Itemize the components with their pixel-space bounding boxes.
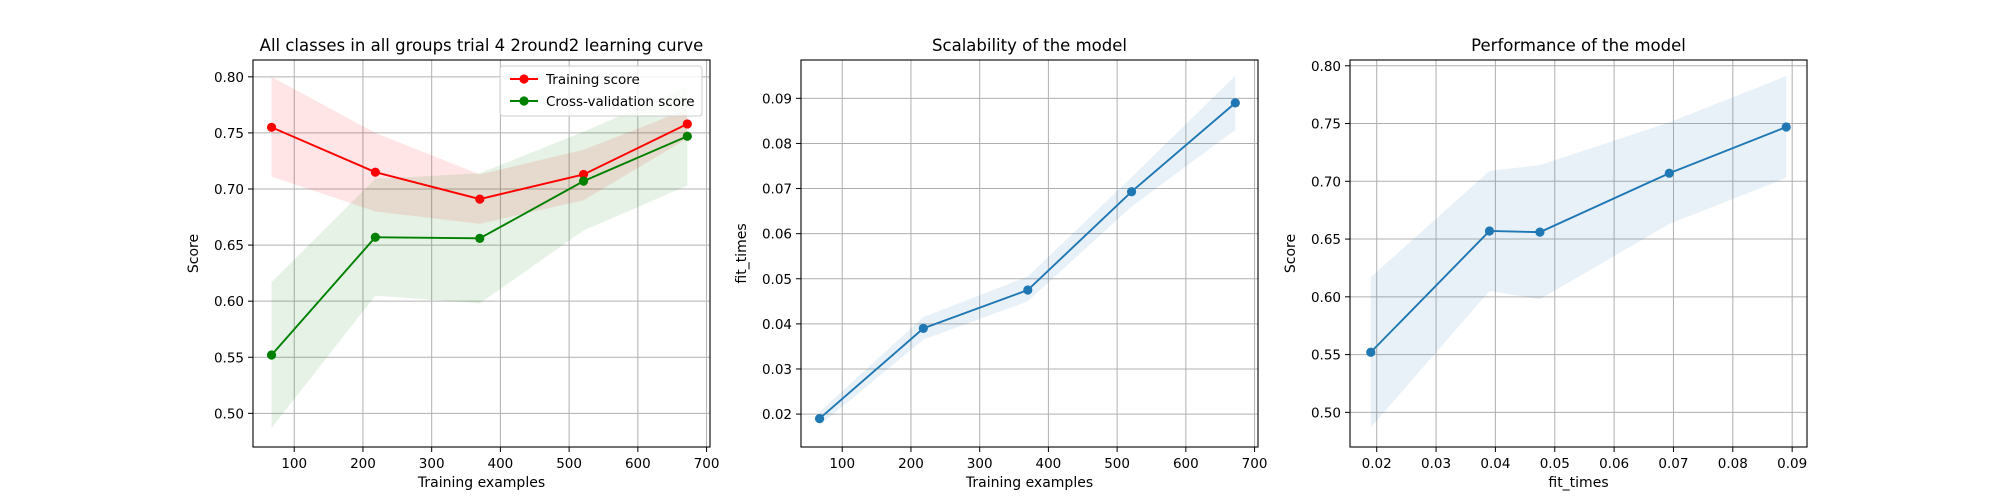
y-tick-label: 0.07 <box>762 182 792 198</box>
x-tick-label: 300 <box>419 456 445 472</box>
x-tick-label: 0.09 <box>1777 456 1807 472</box>
x-tick-label: 0.05 <box>1540 456 1570 472</box>
chart-1: All classes in all groups trial 4 2round… <box>186 36 719 491</box>
x-tick-label: 200 <box>898 456 924 472</box>
y-tick-label: 0.65 <box>1311 232 1341 248</box>
cross-validation-score-point <box>578 176 589 186</box>
x-axis-label: Training examples <box>965 475 1093 491</box>
cross-validation-score-point <box>266 350 277 360</box>
x-axis-label: fit_times <box>1548 475 1608 491</box>
band-series-1 <box>819 75 1236 426</box>
y-tick-label: 0.60 <box>1311 290 1341 306</box>
chart-title: Performance of the model <box>1471 36 1686 55</box>
y-tick-label: 0.75 <box>214 126 244 142</box>
legend-training-score-marker <box>519 74 529 84</box>
y-tick-label: 0.75 <box>1311 117 1341 133</box>
chart-2: Scalability of the model 100 200 300 400 500 6… <box>734 36 1267 491</box>
y-tick-label: 0.50 <box>214 406 244 422</box>
series-1-point <box>1535 227 1545 237</box>
y-tick-label: 0.06 <box>762 227 792 243</box>
y-tick-label: 0.03 <box>762 362 792 378</box>
y-tick-label: 0.65 <box>214 238 244 254</box>
y-axis-label: Score <box>1283 234 1299 273</box>
x-tick-label: 600 <box>625 456 651 472</box>
x-tick-label: 100 <box>829 456 855 472</box>
x-tick-label: 700 <box>1242 456 1268 472</box>
axes-frame <box>1349 59 1808 448</box>
y-tick-label: 0.09 <box>762 91 792 107</box>
training-score-point <box>370 167 380 177</box>
series-1-point <box>1126 187 1137 197</box>
x-tick-label: 0.03 <box>1421 456 1451 472</box>
axes-frame <box>252 59 711 448</box>
y-tick-label: 0.60 <box>214 294 244 310</box>
y-axis-label: Score <box>186 234 202 273</box>
series-1-point <box>1366 347 1376 357</box>
legend-cross-validation-score-label: Cross-validation score <box>546 94 695 110</box>
y-tick-label: 0.70 <box>1311 174 1341 190</box>
chart-title: Scalability of the model <box>932 36 1127 55</box>
chart-title: All classes in all groups trial 4 2round… <box>260 36 704 55</box>
series-1-point <box>1023 285 1033 295</box>
y-tick-label: 0.08 <box>762 136 792 152</box>
chart-3: Performance of the model 0.02 0.03 0.04 0.05… <box>1283 36 1808 491</box>
series-1-point <box>1230 98 1240 108</box>
y-tick-label: 0.50 <box>1311 405 1341 421</box>
x-tick-label: 0.08 <box>1718 456 1748 472</box>
y-tick-label: 0.02 <box>762 407 792 423</box>
x-tick-label: 0.02 <box>1362 456 1392 472</box>
series-1-point <box>1664 168 1674 178</box>
x-tick-label: 100 <box>281 456 307 472</box>
band-training-score <box>271 76 688 224</box>
training-score-point <box>682 119 692 129</box>
training-score-point <box>475 194 485 204</box>
axes-frame <box>800 59 1259 448</box>
cross-validation-score-point <box>475 233 485 243</box>
y-tick-label: 0.05 <box>762 272 792 288</box>
cross-validation-score-point <box>370 232 380 242</box>
x-tick-label: 400 <box>488 456 514 472</box>
x-tick-label: 600 <box>1173 456 1199 472</box>
x-tick-label: 500 <box>556 456 582 472</box>
training-score-point <box>578 169 589 180</box>
x-tick-label: 500 <box>1104 456 1130 472</box>
legend: Training score Cross-validation score <box>499 65 703 117</box>
series-1-point <box>1484 226 1495 236</box>
x-tick-label: 0.07 <box>1658 456 1688 472</box>
x-tick-label: 700 <box>694 456 720 472</box>
y-tick-label: 0.80 <box>214 70 244 86</box>
band-series-1 <box>1370 76 1787 428</box>
series-1-point <box>1781 122 1791 132</box>
x-tick-label: 200 <box>350 456 376 472</box>
y-tick-label: 0.04 <box>762 317 792 333</box>
y-tick-label: 0.55 <box>1311 348 1341 364</box>
legend-cross-validation-score-marker <box>519 96 529 106</box>
y-tick-label: 0.70 <box>214 182 244 198</box>
cross-validation-score-point <box>682 131 692 141</box>
x-tick-label: 400 <box>1036 456 1062 472</box>
x-tick-label: 0.06 <box>1599 456 1629 472</box>
legend-box <box>499 65 703 117</box>
legend-training-score-label: Training score <box>545 72 640 88</box>
x-tick-label: 0.04 <box>1480 456 1510 472</box>
series-1-point <box>814 413 825 424</box>
y-tick-label: 0.80 <box>1311 59 1341 75</box>
training-score-point <box>266 122 277 132</box>
x-axis-label: Training examples <box>417 475 545 491</box>
series-1-point <box>918 323 928 333</box>
y-tick-label: 0.55 <box>214 350 244 366</box>
x-tick-label: 300 <box>967 456 993 472</box>
y-axis-label: fit_times <box>734 223 750 283</box>
